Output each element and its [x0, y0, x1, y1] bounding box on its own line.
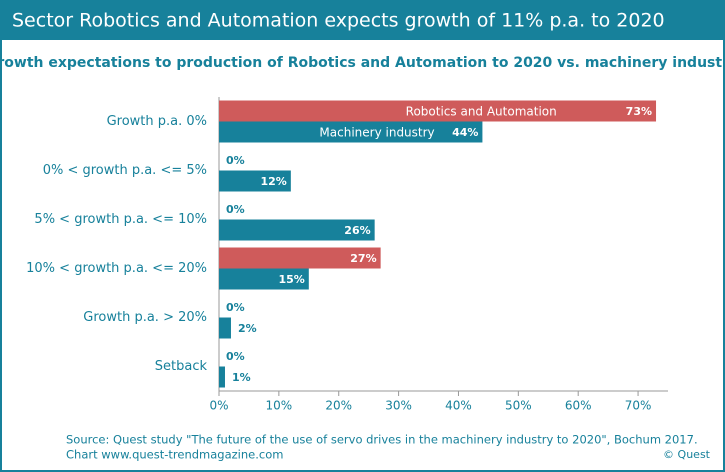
chart-subtitle: Growth expectations to production of Rob…: [0, 55, 725, 71]
bar: [219, 100, 657, 122]
x-tick-label: 50%: [505, 399, 532, 413]
value-label: 73%: [626, 105, 652, 118]
bar: [219, 366, 225, 388]
x-tick-label: 0%: [209, 399, 228, 413]
bar: [219, 317, 231, 339]
bar: [219, 219, 375, 241]
credit: Chart www.quest-trendmagazine.com: [66, 448, 283, 462]
x-tick-label: 30%: [385, 399, 412, 413]
value-label: 2%: [238, 322, 257, 335]
y-tick-label: 5% < growth p.a. <= 10%: [34, 212, 207, 227]
value-label: 27%: [350, 252, 376, 265]
bar: [219, 247, 381, 269]
bar: [219, 170, 291, 192]
y-tick-label: 10% < growth p.a. <= 20%: [26, 261, 207, 276]
value-label: 0%: [226, 301, 245, 314]
x-tick-label: 70%: [625, 399, 652, 413]
bar: [219, 121, 483, 143]
bar: [219, 268, 309, 290]
x-tick-label: 40%: [445, 399, 472, 413]
value-label: 0%: [226, 203, 245, 216]
value-label: 1%: [232, 371, 251, 384]
value-label: 0%: [226, 154, 245, 167]
y-tick-label: Growth p.a. 0%: [107, 114, 207, 129]
x-tick-label: 10%: [266, 399, 293, 413]
legend-label: Robotics and Automation: [406, 105, 557, 119]
y-tick-label: Growth p.a. > 20%: [83, 310, 207, 325]
title-bar: [0, 0, 725, 40]
value-label: 44%: [452, 126, 478, 139]
copyright: © Quest: [663, 448, 711, 461]
x-tick-label: 20%: [325, 399, 352, 413]
value-label: 12%: [260, 175, 286, 188]
chart-title: Sector Robotics and Automation expects g…: [12, 10, 665, 32]
y-tick-label: Setback: [155, 359, 208, 374]
y-tick-label: 0% < growth p.a. <= 5%: [43, 163, 207, 178]
value-label: 0%: [226, 350, 245, 363]
source: Source: Quest study "The future of the u…: [66, 433, 698, 447]
value-label: 26%: [344, 224, 370, 237]
legend-label: Machinery industry: [319, 126, 434, 140]
x-tick-label: 60%: [565, 399, 592, 413]
value-label: 15%: [278, 273, 304, 286]
